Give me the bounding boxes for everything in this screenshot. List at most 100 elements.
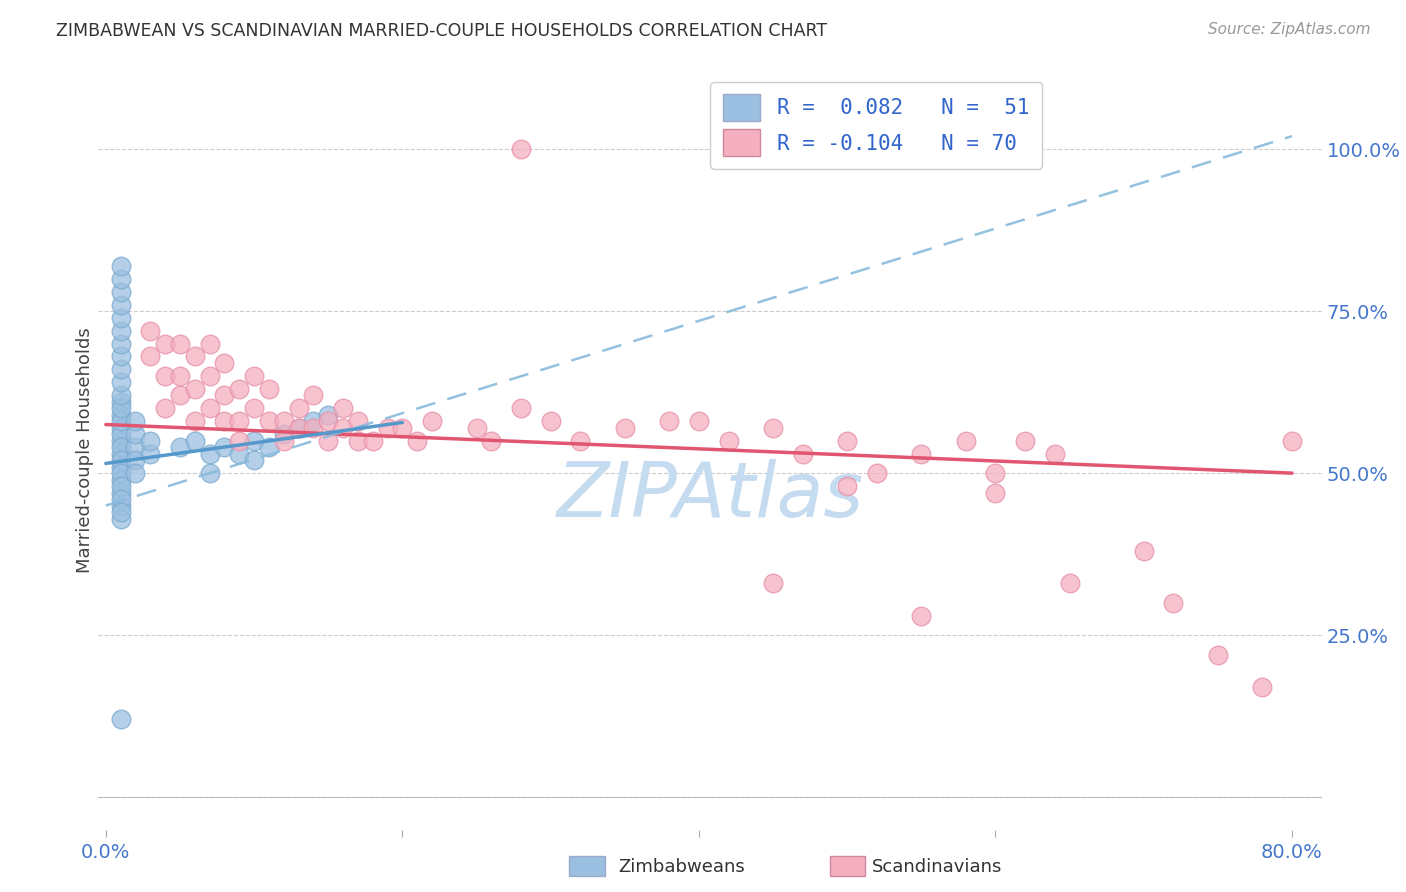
- Point: [391, 421, 413, 435]
- Point: [540, 414, 562, 428]
- Point: [984, 485, 1007, 500]
- Point: [287, 401, 309, 416]
- Point: [257, 382, 280, 396]
- Point: [347, 414, 370, 428]
- Point: [153, 401, 176, 416]
- Point: [316, 408, 339, 422]
- Point: [110, 491, 132, 506]
- Point: [243, 368, 266, 383]
- Point: [124, 440, 146, 454]
- Point: [198, 368, 221, 383]
- Point: [910, 608, 932, 623]
- Point: [316, 434, 339, 448]
- Point: [110, 712, 132, 726]
- Point: [110, 499, 132, 513]
- Point: [1206, 648, 1229, 662]
- Point: [153, 368, 176, 383]
- Point: [214, 440, 236, 454]
- Point: [110, 459, 132, 474]
- Point: [243, 401, 266, 416]
- Point: [228, 434, 250, 448]
- Y-axis label: Married-couple Households: Married-couple Households: [76, 327, 94, 574]
- Point: [110, 259, 132, 273]
- Point: [1014, 434, 1036, 448]
- Point: [110, 271, 132, 285]
- Point: [110, 395, 132, 409]
- Point: [1059, 576, 1081, 591]
- Point: [688, 414, 710, 428]
- Point: [110, 479, 132, 493]
- Point: [273, 434, 295, 448]
- Point: [302, 388, 325, 402]
- Point: [139, 324, 162, 338]
- Point: [110, 505, 132, 519]
- Point: [110, 466, 132, 480]
- Point: [198, 466, 221, 480]
- Point: [658, 414, 681, 428]
- Text: ZIPAtlas: ZIPAtlas: [557, 459, 863, 533]
- Point: [479, 434, 502, 448]
- Point: [153, 336, 176, 351]
- Point: [420, 414, 443, 428]
- Point: [347, 434, 370, 448]
- Point: [110, 298, 132, 312]
- Point: [110, 485, 132, 500]
- Point: [110, 388, 132, 402]
- Point: [613, 421, 636, 435]
- Point: [510, 401, 533, 416]
- Point: [198, 336, 221, 351]
- Point: [214, 414, 236, 428]
- Point: [1043, 447, 1066, 461]
- Point: [214, 356, 236, 370]
- Point: [198, 401, 221, 416]
- Point: [169, 368, 191, 383]
- Point: [110, 434, 132, 448]
- Point: [124, 414, 146, 428]
- Point: [287, 421, 309, 435]
- Point: [139, 350, 162, 364]
- Text: ZIMBABWEAN VS SCANDINAVIAN MARRIED-COUPLE HOUSEHOLDS CORRELATION CHART: ZIMBABWEAN VS SCANDINAVIAN MARRIED-COUPL…: [56, 22, 827, 40]
- Point: [332, 401, 354, 416]
- Point: [110, 421, 132, 435]
- Point: [110, 401, 132, 416]
- Point: [228, 382, 250, 396]
- Point: [110, 362, 132, 376]
- Point: [184, 434, 207, 448]
- Point: [257, 414, 280, 428]
- Point: [110, 310, 132, 325]
- Point: [302, 421, 325, 435]
- Point: [955, 434, 977, 448]
- Text: Scandinavians: Scandinavians: [872, 858, 1002, 876]
- Point: [169, 440, 191, 454]
- Point: [110, 447, 132, 461]
- Point: [302, 414, 325, 428]
- Point: [257, 440, 280, 454]
- Point: [110, 453, 132, 467]
- Point: [377, 421, 399, 435]
- Point: [569, 434, 592, 448]
- Point: [110, 285, 132, 299]
- Point: [110, 376, 132, 390]
- Point: [273, 427, 295, 442]
- Point: [361, 434, 384, 448]
- Point: [139, 434, 162, 448]
- Point: [184, 382, 207, 396]
- Point: [228, 414, 250, 428]
- Point: [717, 434, 740, 448]
- Point: [169, 388, 191, 402]
- Point: [169, 336, 191, 351]
- Point: [510, 142, 533, 156]
- Point: [110, 511, 132, 525]
- Point: [1163, 596, 1185, 610]
- Point: [124, 466, 146, 480]
- Point: [984, 466, 1007, 480]
- Point: [243, 434, 266, 448]
- Point: [110, 324, 132, 338]
- Point: [273, 414, 295, 428]
- Point: [1251, 680, 1274, 694]
- Point: [110, 414, 132, 428]
- Point: [287, 421, 309, 435]
- Point: [1132, 544, 1154, 558]
- Point: [1281, 434, 1303, 448]
- Point: [332, 421, 354, 435]
